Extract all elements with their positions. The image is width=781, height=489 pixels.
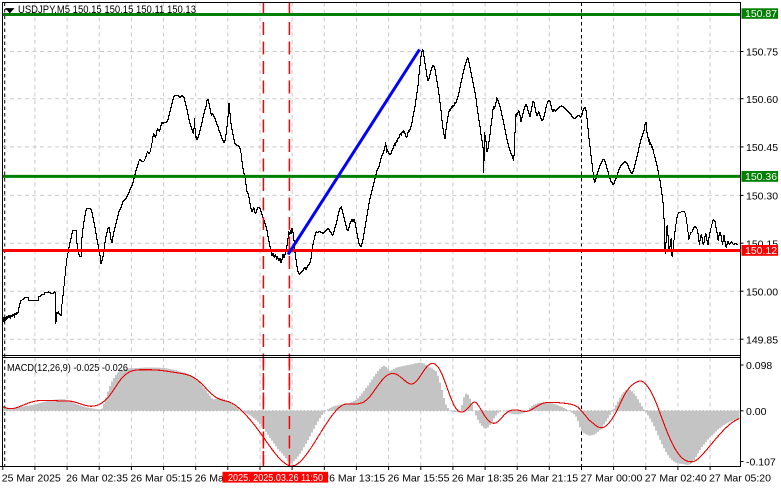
svg-text:25 Mar 2025: 25 Mar 2025: [2, 473, 61, 485]
svg-text:27 Mar 05:20: 27 Mar 05:20: [709, 473, 771, 485]
svg-text:150.87: 150.87: [745, 8, 777, 20]
svg-text:27 Mar 02:40: 27 Mar 02:40: [645, 473, 707, 485]
svg-text:USDJPY,M5 150.15 150.15 150.1: USDJPY,M5 150.15 150.15 150.11 150.13: [18, 4, 196, 16]
svg-text:150.00: 150.00: [746, 286, 778, 298]
svg-text:26 Mar 15:55: 26 Mar 15:55: [388, 473, 450, 485]
svg-text:150.60: 150.60: [746, 94, 778, 106]
svg-text:149.85: 149.85: [746, 334, 778, 346]
svg-text:0.098: 0.098: [746, 360, 772, 372]
svg-text:26 Mar 18:35: 26 Mar 18:35: [452, 473, 514, 485]
svg-text:26 Mar 21:15: 26 Mar 21:15: [516, 473, 578, 485]
svg-text:26 Mar 05:15: 26 Mar 05:15: [130, 473, 192, 485]
svg-text:2025. 2025.03.26 11:50: 2025. 2025.03.26 11:50: [228, 472, 323, 484]
svg-text:MACD(12,26,9) -0.025 -0.026: MACD(12,26,9) -0.025 -0.026: [7, 362, 128, 374]
svg-text:150.36: 150.36: [745, 171, 777, 183]
svg-text:26 Mar 13:15: 26 Mar 13:15: [323, 473, 385, 485]
svg-text:-0.107: -0.107: [746, 457, 776, 469]
svg-text:26 Mar 02:35: 26 Mar 02:35: [66, 473, 128, 485]
svg-text:0.00: 0.00: [746, 406, 767, 418]
svg-text:150.12: 150.12: [745, 245, 777, 257]
svg-text:27 Mar 00:00: 27 Mar 00:00: [581, 473, 643, 485]
svg-text:150.30: 150.30: [746, 191, 778, 203]
svg-text:150.45: 150.45: [746, 142, 778, 154]
svg-text:150.75: 150.75: [746, 47, 778, 59]
